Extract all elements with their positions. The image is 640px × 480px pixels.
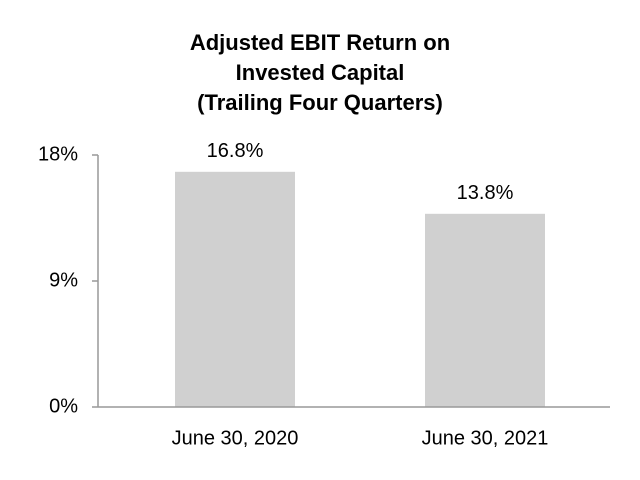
bar <box>175 171 295 407</box>
y-tick-label: 18% <box>38 143 78 165</box>
chart-title: (Trailing Four Quarters) <box>197 90 443 115</box>
chart-title: Adjusted EBIT Return on <box>190 30 450 55</box>
chart-title: Invested Capital <box>236 60 405 85</box>
x-tick-label: June 30, 2021 <box>422 427 549 449</box>
value-label: 13.8% <box>457 182 514 204</box>
y-tick-label: 9% <box>49 269 78 291</box>
y-tick-label: 0% <box>49 395 78 417</box>
x-tick-label: June 30, 2020 <box>172 427 299 449</box>
value-label: 16.8% <box>207 140 264 162</box>
bar <box>425 213 545 407</box>
